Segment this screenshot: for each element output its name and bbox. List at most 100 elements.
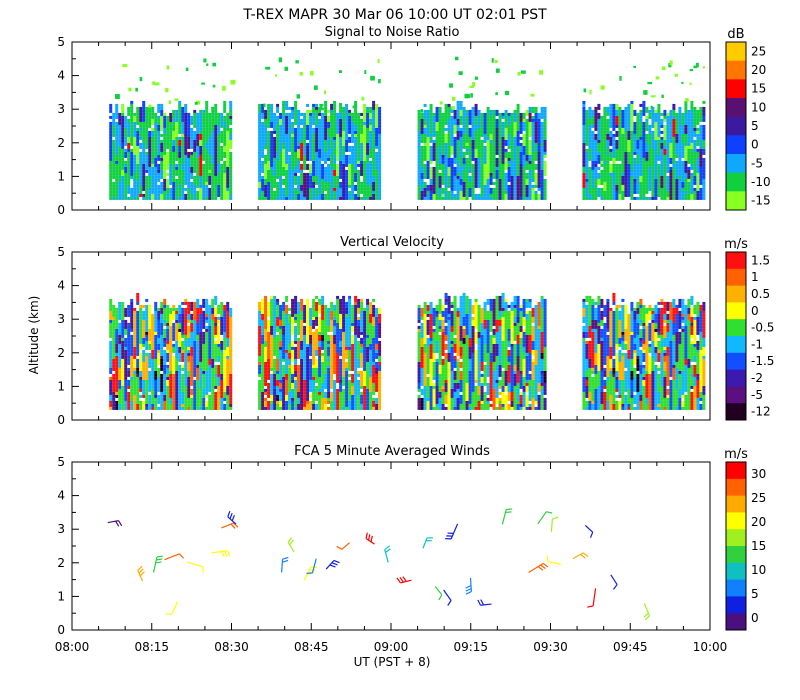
heatmap-cell	[306, 151, 310, 155]
heatmap-cell	[627, 136, 631, 140]
heatmap-cell	[648, 172, 652, 176]
heatmap-cell	[130, 133, 134, 137]
heatmap-cell	[348, 196, 352, 200]
heatmap-cell	[202, 139, 206, 143]
heatmap-cell	[339, 151, 343, 155]
heatmap-cell	[417, 151, 421, 155]
heatmap-cell	[333, 130, 337, 134]
heatmap-cell	[648, 160, 652, 164]
heatmap-cell	[432, 175, 436, 179]
heatmap-cell	[205, 166, 209, 170]
heatmap-cell	[133, 151, 137, 155]
heatmap-cell	[510, 124, 514, 128]
heatmap-cell	[507, 157, 511, 161]
heatmap-cell	[612, 166, 616, 170]
heatmap-cell	[169, 196, 173, 200]
heatmap-cell	[303, 193, 307, 197]
heatmap-cell	[211, 139, 215, 143]
heatmap-cell	[489, 124, 493, 128]
heatmap-cell	[459, 169, 463, 173]
heatmap-cell	[465, 163, 469, 167]
heatmap-cell	[519, 148, 523, 152]
heatmap-cell	[163, 139, 167, 143]
heatmap-cell	[300, 142, 304, 146]
heatmap-cell	[687, 133, 691, 137]
heatmap-cell	[699, 154, 703, 158]
heatmap-cell	[483, 166, 487, 170]
heatmap-cell	[513, 130, 517, 134]
heatmap-cell	[333, 178, 337, 182]
heatmap-cell	[429, 136, 433, 140]
heatmap-cell	[357, 196, 361, 200]
heatmap-cell	[208, 160, 212, 164]
heatmap-cell	[309, 130, 313, 134]
heatmap-cell	[264, 121, 268, 125]
heatmap-cell	[618, 175, 622, 179]
heatmap-cell	[148, 109, 152, 113]
heatmap-cell	[522, 124, 526, 128]
heatmap-cell	[687, 118, 691, 122]
heatmap-cell	[660, 154, 664, 158]
heatmap-cell	[342, 106, 346, 110]
heatmap-cell	[178, 193, 182, 197]
heatmap-cell	[429, 103, 433, 107]
heatmap-cell	[372, 154, 376, 158]
heatmap-cell	[270, 145, 274, 149]
heatmap-cell	[369, 124, 373, 128]
heatmap-cell	[663, 193, 667, 197]
heatmap-cell	[229, 178, 233, 182]
heatmap-cell	[309, 166, 313, 170]
heatmap-cell	[327, 139, 331, 143]
heatmap-cell	[205, 133, 209, 137]
heatmap-cell	[651, 166, 655, 170]
heatmap-cell	[477, 136, 481, 140]
heatmap-cell	[282, 121, 286, 125]
heatmap-cell	[516, 142, 520, 146]
heatmap-cell	[303, 112, 307, 116]
heatmap-cell	[417, 109, 421, 113]
heatmap-cell	[264, 115, 268, 119]
heatmap-cell	[597, 124, 601, 128]
heatmap-cell	[432, 142, 436, 146]
heatmap-cell	[603, 175, 607, 179]
heatmap-cell	[447, 136, 451, 140]
heatmap-cell	[294, 172, 298, 176]
heatmap-cell	[306, 196, 310, 200]
heatmap-cell	[226, 190, 230, 194]
heatmap-cell	[151, 166, 155, 170]
heatmap-cell	[345, 130, 349, 134]
heatmap-cell	[525, 124, 529, 128]
heatmap-cell	[696, 139, 700, 143]
heatmap-cell	[282, 193, 286, 197]
heatmap-cell	[420, 175, 424, 179]
heatmap-cell	[285, 157, 289, 161]
heatmap-cell	[369, 166, 373, 170]
heatmap-cell	[145, 133, 149, 137]
heatmap-cell	[453, 172, 457, 176]
heatmap-cell	[360, 142, 364, 146]
heatmap-cell	[264, 190, 268, 194]
heatmap-cell	[507, 130, 511, 134]
heatmap-cell	[522, 142, 526, 146]
heatmap-cell	[420, 151, 424, 155]
heatmap-cell	[112, 184, 116, 188]
heatmap-cell	[420, 190, 424, 194]
heatmap-cell	[312, 184, 316, 188]
heatmap-cell	[178, 172, 182, 176]
heatmap-cell	[456, 127, 460, 131]
heatmap-cell	[585, 130, 589, 134]
heatmap-cell	[666, 139, 670, 143]
heatmap-cell	[342, 172, 346, 176]
heatmap-cell	[585, 133, 589, 137]
heatmap-cell	[157, 166, 161, 170]
heatmap-cell	[591, 193, 595, 197]
heatmap-cell	[588, 127, 592, 131]
heatmap-cell	[360, 136, 364, 140]
heatmap-cell	[453, 181, 457, 185]
heatmap-cell	[429, 112, 433, 116]
heatmap-cell	[600, 151, 604, 155]
heatmap-cell	[603, 139, 607, 143]
heatmap-cell	[663, 196, 667, 200]
heatmap-cell	[148, 151, 152, 155]
heatmap-cell	[181, 169, 185, 173]
